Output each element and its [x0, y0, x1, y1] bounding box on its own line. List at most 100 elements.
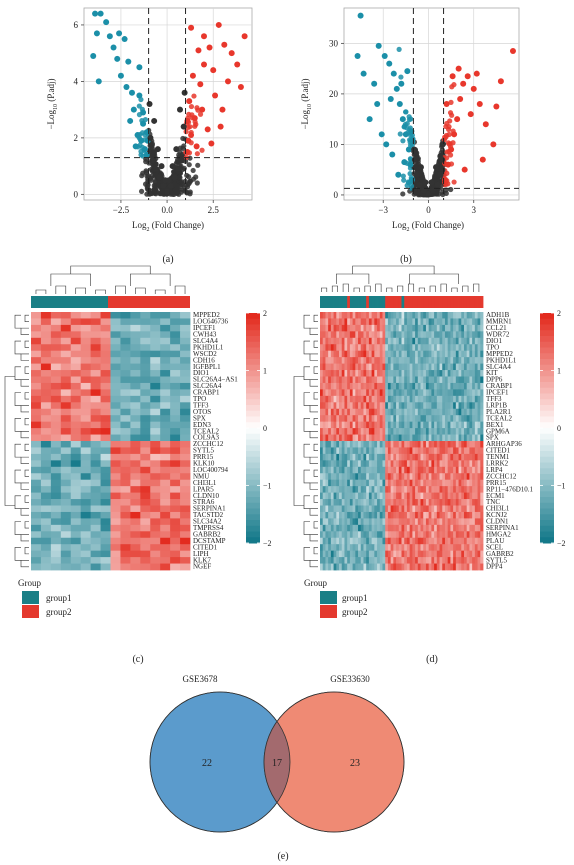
heatmap-cell — [336, 486, 340, 493]
heatmap-cell — [423, 492, 427, 500]
heatmap-cell — [358, 531, 362, 539]
heatmap-cell — [325, 563, 329, 571]
heatmap-cell — [455, 544, 459, 552]
heatmap-cell — [466, 531, 470, 539]
y-tick-label: 2 — [74, 133, 79, 143]
heatmap-cell — [434, 453, 438, 461]
volcano-point — [403, 109, 409, 115]
heatmap-cell — [160, 415, 171, 423]
heatmap-cell — [393, 524, 397, 532]
heatmap-cell — [160, 544, 171, 552]
heatmap-cell — [110, 408, 121, 416]
heatmap-cell — [180, 563, 191, 571]
group-annotation-cell — [455, 296, 459, 308]
heatmap-cell — [368, 441, 373, 448]
heatmap-cell — [417, 479, 421, 487]
heatmap-cell — [455, 466, 459, 474]
heatmap-cell — [469, 421, 473, 429]
heatmap-cell — [328, 357, 332, 364]
heatmap-cell — [333, 563, 337, 571]
heatmap-cell — [371, 337, 375, 345]
heatmap-cell — [347, 428, 351, 435]
group-annotation-cell — [377, 296, 381, 308]
heatmap-cell — [480, 434, 484, 442]
heatmap-cell — [442, 524, 446, 532]
gene-label: KLK10 — [193, 460, 215, 468]
heatmap-cell — [336, 537, 340, 545]
heatmap-cell — [374, 408, 378, 416]
heatmap-cell — [90, 505, 101, 513]
heatmap-cell — [463, 492, 468, 500]
volcano-point — [197, 81, 204, 88]
heatmap-cell — [341, 344, 345, 352]
y-tick-label: 6 — [74, 20, 79, 30]
group-annotation-cell — [472, 296, 476, 308]
heatmap-cell — [398, 479, 402, 487]
heatmap-cell — [371, 428, 375, 435]
gene-label: IPCEF1 — [486, 389, 509, 397]
heatmap-cell — [368, 550, 373, 558]
heatmap-cell — [355, 557, 359, 564]
heatmap-cell — [170, 511, 181, 519]
heatmap-cell — [336, 428, 340, 435]
heatmap-cell — [336, 402, 340, 410]
heatmap-cell — [31, 537, 42, 545]
heatmap-cell — [140, 524, 151, 532]
heatmap-cell — [409, 479, 413, 487]
heatmap-cell — [80, 428, 92, 435]
heatmap-cell — [401, 447, 405, 455]
heatmap-cell — [447, 544, 451, 552]
volcano-point — [136, 64, 143, 71]
heatmap-cell — [31, 402, 42, 410]
heatmap-cell — [398, 312, 402, 319]
heatmap-cell — [428, 518, 432, 526]
heatmap-cell — [325, 331, 329, 339]
heatmap-cell — [474, 505, 478, 513]
heatmap-cell — [390, 318, 394, 326]
heatmap-cell — [368, 434, 373, 442]
heatmap-cell — [387, 402, 392, 410]
heatmap-cell — [453, 382, 457, 390]
heatmap-cell — [328, 324, 332, 332]
heatmap-cell — [442, 466, 446, 474]
heatmap-cell — [50, 460, 62, 468]
volcano-point — [400, 138, 406, 144]
heatmap-cell — [344, 499, 348, 506]
heatmap-cell — [409, 505, 413, 513]
heatmap-cell — [382, 511, 386, 519]
heatmap-cell — [390, 434, 394, 442]
heatmap-cell — [398, 511, 402, 519]
y-tick-label: 4 — [74, 76, 79, 86]
heatmap-cell — [423, 376, 427, 384]
heatmap-cell — [450, 363, 454, 371]
heatmap-cell — [330, 466, 334, 474]
heatmap-cell — [328, 344, 332, 352]
heatmap-cell — [442, 447, 446, 455]
heatmap-cell — [425, 395, 430, 403]
heatmap-cell — [347, 421, 351, 429]
heatmap-cell — [336, 370, 340, 377]
heatmap-cell — [31, 408, 42, 416]
heatmap-cell — [434, 447, 438, 455]
heatmap-cell — [339, 518, 343, 526]
heatmap-cell — [393, 382, 397, 390]
heatmap-cell — [436, 312, 440, 319]
heatmap-cell — [363, 318, 367, 326]
heatmap-cell — [423, 402, 427, 410]
heatmap-cell — [377, 389, 381, 397]
heatmap-cell — [444, 511, 449, 519]
volcano-point — [185, 137, 192, 144]
heatmap-cell — [328, 312, 332, 319]
heatmap-cell — [170, 337, 181, 345]
heatmap-cell — [70, 544, 82, 552]
heatmap-cell — [110, 318, 121, 326]
heatmap-cell — [390, 344, 394, 352]
heatmap-cell — [40, 447, 52, 455]
gene-label: MPPED2 — [486, 350, 513, 358]
heatmap-cell — [463, 350, 468, 358]
heatmap-cell — [140, 434, 151, 442]
heatmap-cell — [428, 447, 432, 455]
heatmap-cell — [347, 370, 351, 377]
heatmap-cell — [336, 544, 340, 552]
heatmap-cell — [60, 511, 72, 519]
